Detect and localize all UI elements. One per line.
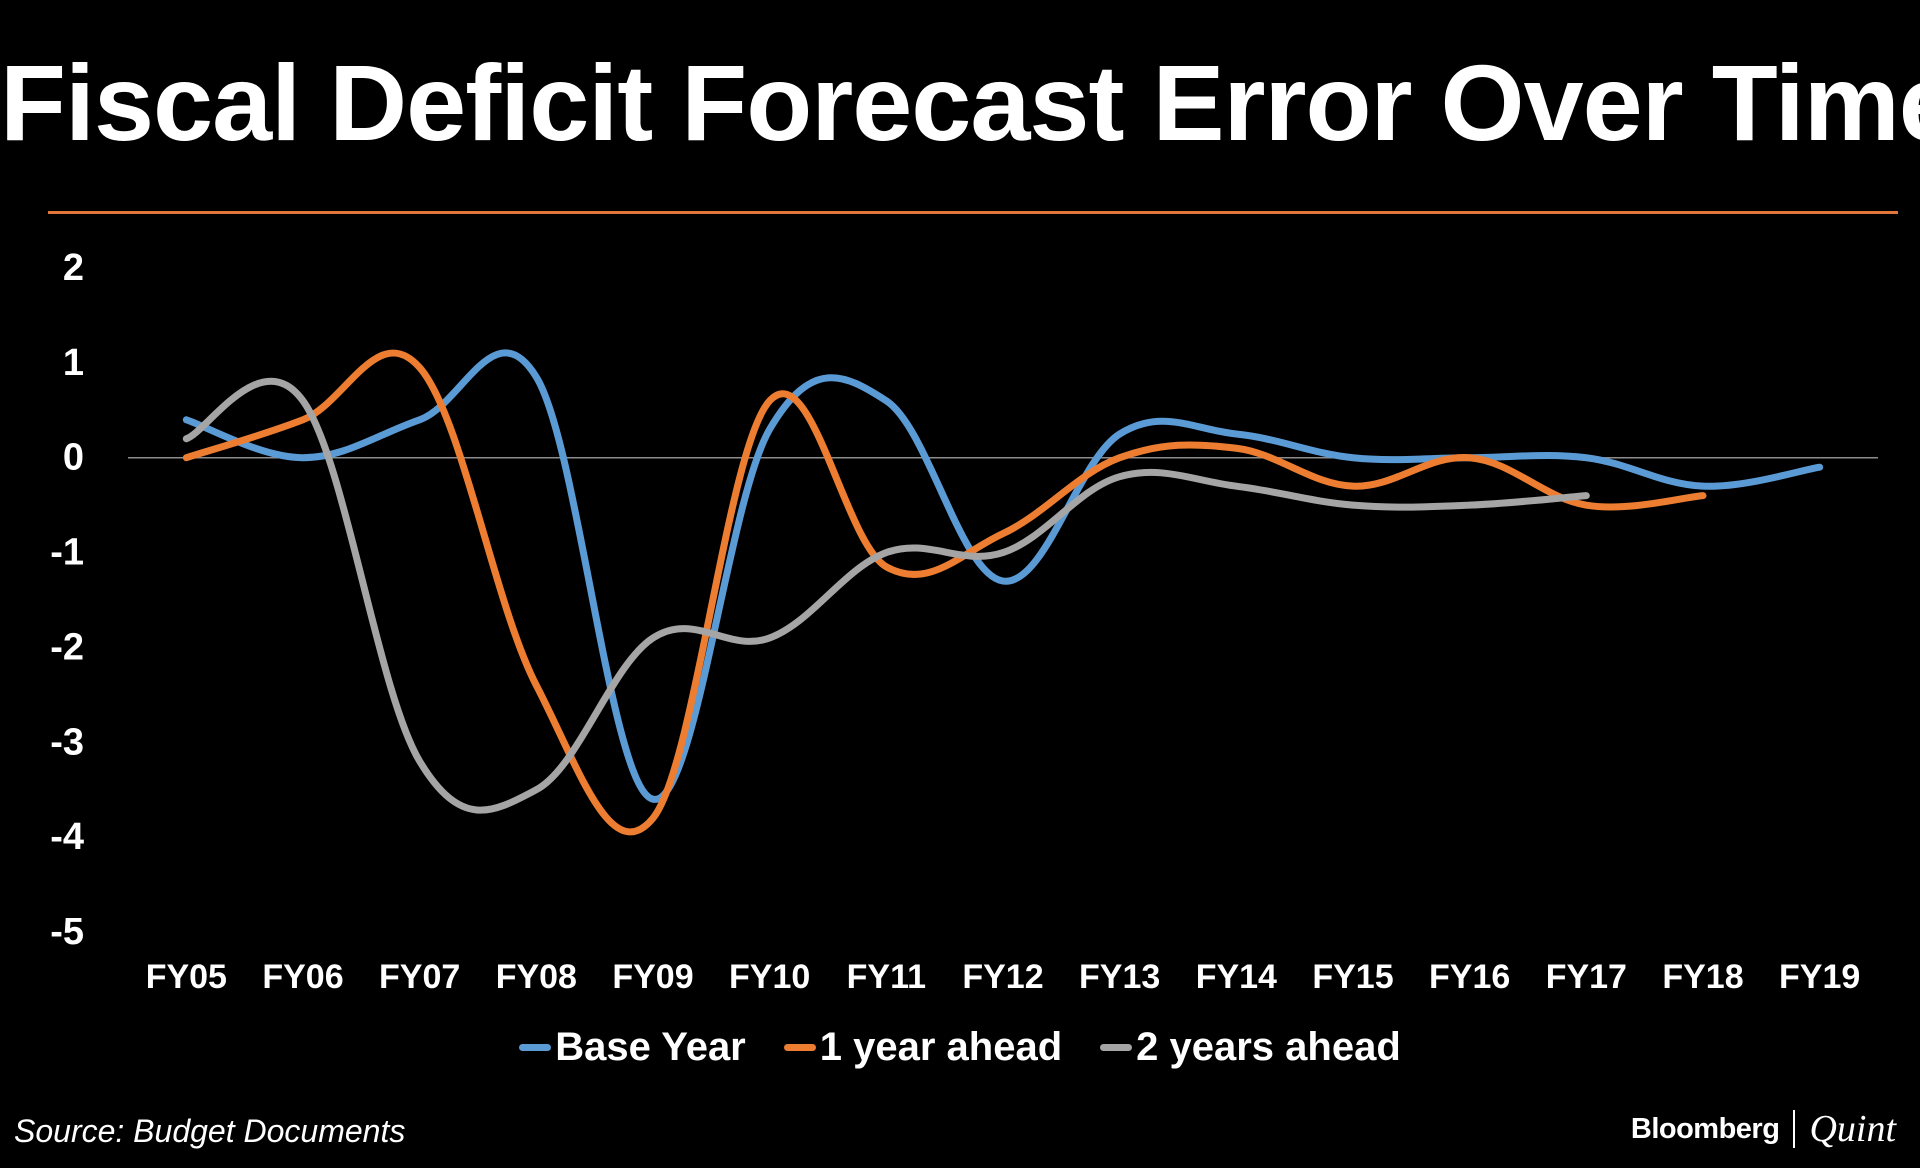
x-tick-label: FY06 [262,958,343,996]
legend: Base Year 1 year ahead 2 years ahead [0,1025,1920,1070]
x-tick-label: FY09 [612,958,693,996]
brand-logo: Bloomberg Quint [1631,1107,1896,1151]
y-axis: 2 1 0 -1 -2 -3 -4 -5 [50,247,84,953]
x-tick-label: FY13 [1079,958,1160,996]
series-line-base-year [182,349,1824,803]
x-tick-label: FY16 [1429,958,1510,996]
title-divider [48,211,1898,214]
x-tick-label: FY05 [146,958,227,996]
x-tick-label: FY12 [962,958,1043,996]
series-line-2-years-ahead [182,377,1590,814]
y-tick-label: -1 [50,532,84,574]
y-tick-label: 1 [63,342,84,384]
legend-swatch [783,1044,816,1051]
legend-item: 1 year ahead [783,1025,1063,1070]
chart-title: Fiscal Deficit Forecast Error Over Time [0,42,1920,163]
x-tick-label: FY19 [1779,958,1860,996]
legend-label: Base Year [555,1025,746,1069]
x-tick-label: FY15 [1312,958,1393,996]
line-chart: 210-1-2-3-4-5 FY05 FY06 FY07 FY08 FY09 FY10 FY… [50,247,1878,996]
legend-label: 1 year ahead [819,1025,1063,1069]
y-tick-label: -2 [50,626,84,668]
y-tick-label: -5 [50,911,84,953]
y-tick-label: -4 [50,816,84,858]
legend-item: 2 years ahead [1100,1025,1401,1070]
legend-swatch [519,1044,552,1051]
x-tick-label: FY11 [847,958,926,996]
x-tick-label: FY18 [1662,958,1743,996]
y-tick-label: 0 [63,437,84,479]
x-axis: FY05 FY06 FY07 FY08 FY09 FY10 FY11 FY12 FY13 FY14… [146,958,1861,996]
source-note: Source: Budget Documents [14,1113,406,1149]
x-tick-label: FY17 [1546,958,1627,996]
x-tick-label: FY14 [1196,958,1277,996]
y-tick-label: 2 [63,247,84,289]
x-tick-label: FY08 [496,958,577,996]
series-lines [182,349,1824,836]
logo-bloomberg: Bloomberg [1630,1112,1780,1145]
legend-swatch [1100,1044,1133,1051]
x-tick-label: FY10 [729,958,810,996]
legend-label: 2 years ahead [1136,1025,1401,1069]
logo-quint: Quint [1809,1108,1896,1150]
series-line-1-year-ahead [182,349,1707,836]
legend-item: Base Year [519,1025,746,1070]
y-tick-label: -3 [50,721,84,763]
x-tick-label: FY07 [379,958,460,996]
logo-divider [1793,1110,1796,1148]
